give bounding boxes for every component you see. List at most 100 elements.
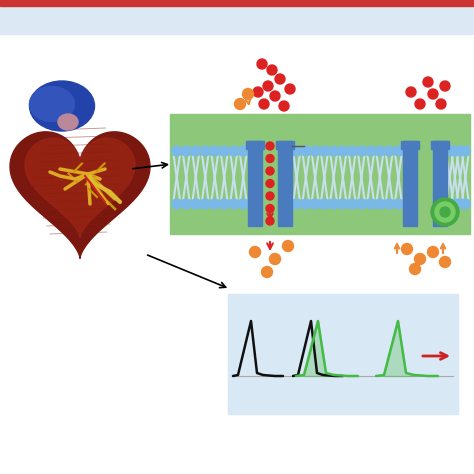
Ellipse shape: [58, 114, 78, 130]
Circle shape: [301, 146, 311, 156]
Circle shape: [401, 244, 412, 255]
Circle shape: [249, 246, 261, 257]
Circle shape: [257, 59, 267, 69]
Circle shape: [292, 146, 301, 156]
Bar: [246, 141, 264, 149]
Circle shape: [428, 89, 438, 99]
Circle shape: [310, 199, 320, 209]
Circle shape: [267, 65, 277, 75]
Circle shape: [450, 199, 460, 209]
Circle shape: [243, 89, 254, 100]
Circle shape: [428, 246, 438, 257]
Circle shape: [210, 199, 220, 209]
Circle shape: [445, 146, 455, 156]
Circle shape: [375, 146, 385, 156]
Circle shape: [431, 198, 459, 226]
Bar: [248, 141, 262, 226]
Circle shape: [266, 167, 274, 175]
Circle shape: [328, 199, 338, 209]
Circle shape: [414, 254, 426, 264]
Polygon shape: [25, 138, 135, 237]
Circle shape: [238, 146, 248, 156]
Circle shape: [410, 264, 420, 274]
Circle shape: [229, 199, 239, 209]
Bar: [0, 5, 474, 34]
Circle shape: [191, 146, 201, 156]
Bar: [228, 294, 458, 414]
Circle shape: [455, 146, 465, 156]
Circle shape: [238, 199, 248, 209]
Circle shape: [338, 146, 348, 156]
Circle shape: [393, 146, 403, 156]
Circle shape: [319, 199, 329, 209]
Circle shape: [266, 204, 274, 212]
Circle shape: [445, 199, 455, 209]
Circle shape: [266, 217, 274, 225]
Ellipse shape: [29, 86, 74, 121]
Circle shape: [435, 202, 455, 222]
Circle shape: [219, 146, 229, 156]
Circle shape: [347, 146, 357, 156]
Circle shape: [253, 87, 263, 97]
Circle shape: [219, 199, 229, 209]
Circle shape: [263, 81, 273, 91]
Circle shape: [440, 207, 450, 217]
Bar: [0, 0, 474, 6]
Circle shape: [270, 91, 280, 101]
Circle shape: [375, 199, 385, 209]
Circle shape: [270, 254, 281, 264]
Circle shape: [191, 199, 201, 209]
Circle shape: [292, 199, 301, 209]
Circle shape: [285, 84, 295, 94]
Circle shape: [301, 199, 311, 209]
Circle shape: [393, 199, 403, 209]
Circle shape: [440, 81, 450, 91]
Bar: [431, 141, 449, 149]
Circle shape: [172, 146, 182, 156]
Circle shape: [356, 146, 366, 156]
Circle shape: [200, 199, 210, 209]
Circle shape: [275, 74, 285, 84]
Circle shape: [210, 146, 220, 156]
Ellipse shape: [29, 81, 94, 131]
Circle shape: [460, 146, 470, 156]
Circle shape: [310, 146, 320, 156]
Circle shape: [283, 240, 293, 252]
Circle shape: [365, 199, 375, 209]
Bar: [403, 141, 417, 226]
Circle shape: [347, 199, 357, 209]
Bar: [401, 141, 419, 149]
Circle shape: [423, 77, 433, 87]
Circle shape: [181, 199, 191, 209]
Circle shape: [319, 146, 329, 156]
Circle shape: [338, 199, 348, 209]
Circle shape: [200, 146, 210, 156]
Circle shape: [181, 146, 191, 156]
Circle shape: [356, 199, 366, 209]
Circle shape: [279, 101, 289, 111]
Circle shape: [266, 180, 274, 188]
Circle shape: [266, 142, 274, 150]
Circle shape: [439, 256, 450, 267]
Circle shape: [328, 146, 338, 156]
Circle shape: [415, 99, 425, 109]
Circle shape: [406, 87, 416, 97]
Polygon shape: [10, 132, 150, 258]
Circle shape: [460, 199, 470, 209]
Bar: [278, 141, 292, 226]
Bar: [170, 114, 470, 234]
Circle shape: [450, 146, 460, 156]
Bar: [0, 0, 474, 5]
Circle shape: [235, 99, 246, 109]
Bar: [276, 141, 294, 149]
Circle shape: [172, 199, 182, 209]
Circle shape: [262, 266, 273, 277]
Circle shape: [229, 146, 239, 156]
Circle shape: [266, 192, 274, 200]
Circle shape: [266, 155, 274, 163]
Bar: [433, 141, 447, 226]
Circle shape: [365, 146, 375, 156]
Circle shape: [436, 99, 446, 109]
Circle shape: [455, 199, 465, 209]
Circle shape: [384, 199, 394, 209]
